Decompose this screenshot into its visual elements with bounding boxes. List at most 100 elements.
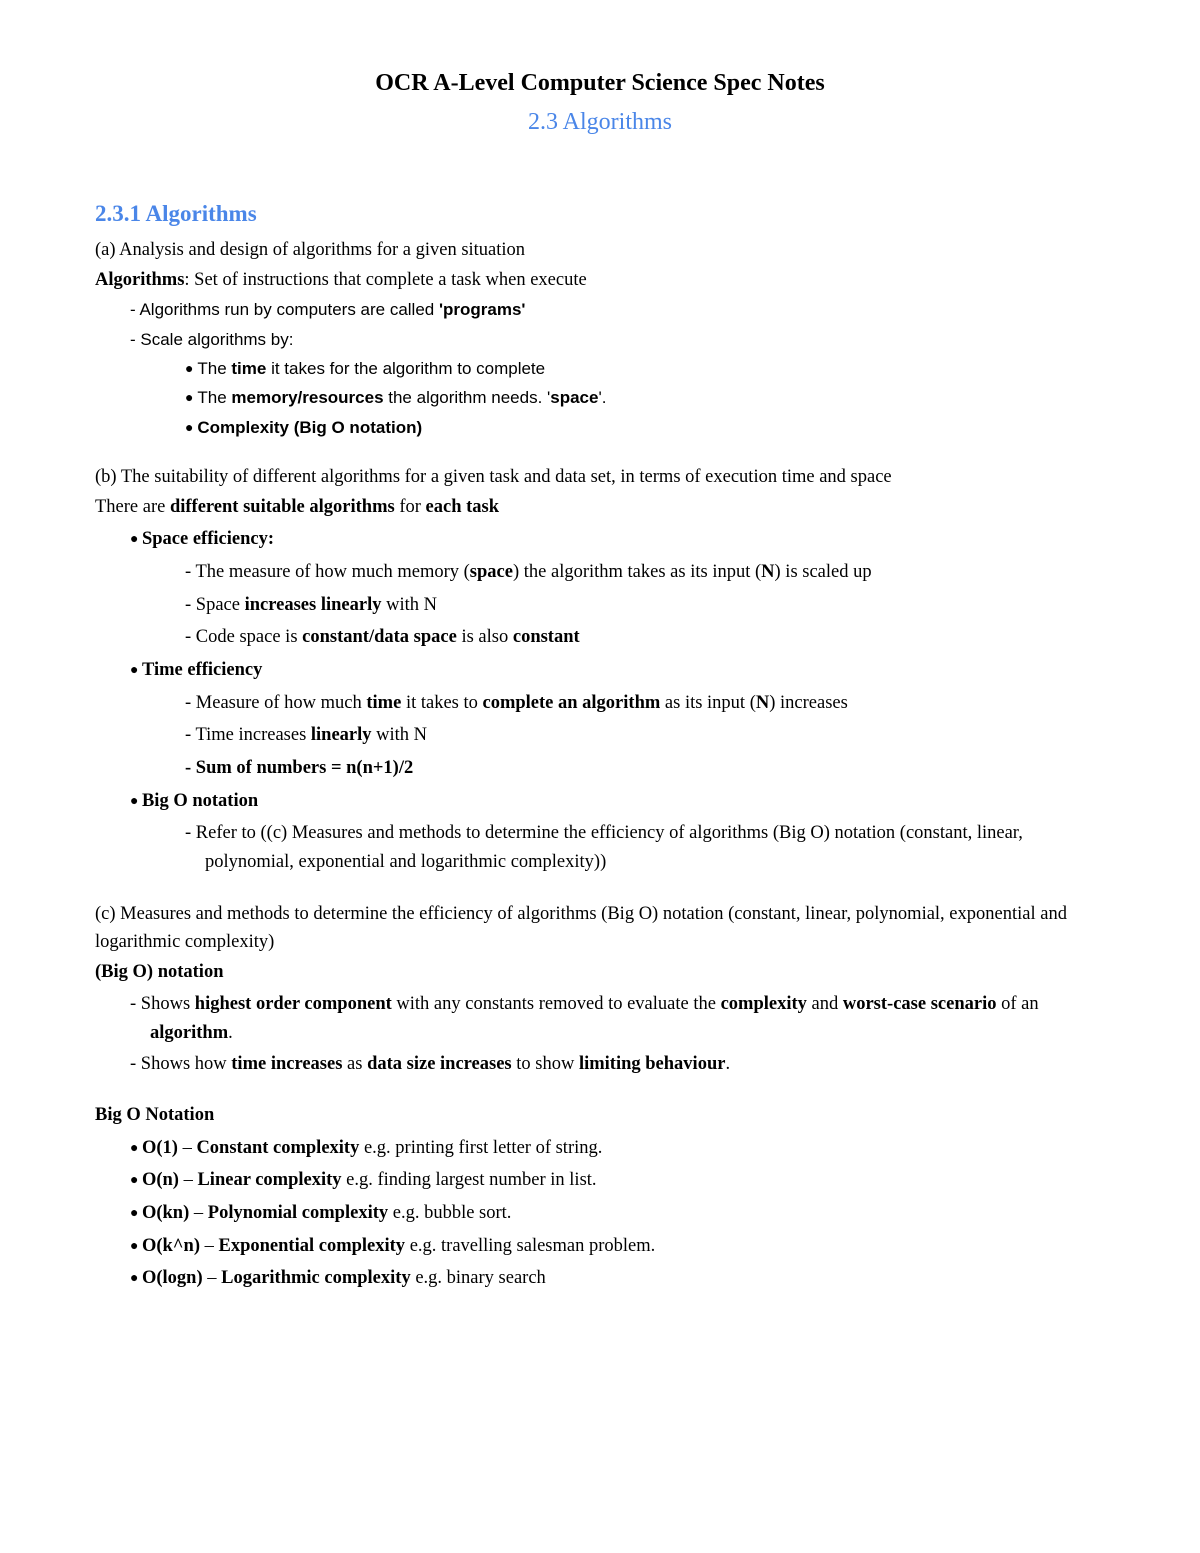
text: '.	[598, 388, 606, 407]
list-item: O(k^n) – Exponential complexity e.g. tra…	[95, 1232, 1105, 1261]
page-title: OCR A-Level Computer Science Spec Notes	[95, 65, 1105, 102]
text: There are	[95, 497, 170, 517]
text: Code space is	[196, 627, 302, 647]
para-a: (a) Analysis and design of algorithms fo…	[95, 236, 1105, 265]
list-item: Big O notation	[95, 787, 1105, 816]
bold: memory/resources	[231, 388, 383, 407]
separator: –	[179, 1170, 198, 1190]
list-item: Complexity (Big O notation)	[95, 415, 1105, 441]
text: it takes for the algorithm to complete	[266, 359, 545, 378]
list-item: Code space is constant/data space is als…	[95, 623, 1105, 652]
text: Shows how	[141, 1054, 231, 1074]
text: with any constants removed to evaluate t…	[392, 994, 721, 1014]
bold: each task	[426, 497, 500, 517]
intro-line: There are different suitable algorithms …	[95, 493, 1105, 522]
section-heading: 2.3.1 Algorithms	[95, 196, 1105, 232]
text: Space	[196, 595, 245, 615]
list-item: Sum of numbers = n(n+1)/2	[95, 754, 1105, 783]
bold: data size increases	[367, 1054, 512, 1074]
bold: limiting behaviour	[579, 1054, 725, 1074]
text: is also	[457, 627, 513, 647]
text: and	[807, 994, 843, 1014]
bold: constant	[513, 627, 580, 647]
separator: –	[200, 1236, 219, 1256]
text: Shows	[141, 994, 195, 1014]
list-item: O(logn) – Logarithmic complexity e.g. bi…	[95, 1264, 1105, 1293]
list-heading: Big O Notation	[95, 1101, 1105, 1130]
list-item: O(1) – Constant complexity e.g. printing…	[95, 1134, 1105, 1163]
separator: –	[178, 1138, 197, 1158]
text: ) the algorithm takes as its input (	[513, 562, 761, 582]
text: ) increases	[769, 693, 848, 713]
complexity-name: Constant complexity	[196, 1138, 359, 1158]
list-item: The memory/resources the algorithm needs…	[95, 385, 1105, 411]
bold: constant/data space	[302, 627, 457, 647]
example-text: e.g. travelling salesman problem.	[405, 1236, 655, 1256]
bold: N	[761, 562, 774, 582]
text: to show	[512, 1054, 579, 1074]
para-b: (b) The suitability of different algorit…	[95, 463, 1105, 492]
example-text: e.g. binary search	[411, 1268, 546, 1288]
text: with N	[381, 595, 437, 615]
text: for	[395, 497, 426, 517]
text: as its input (	[660, 693, 756, 713]
example-text: e.g. bubble sort.	[388, 1203, 511, 1223]
text: The	[197, 359, 231, 378]
list-item: Space increases linearly with N	[95, 591, 1105, 620]
bold: space	[550, 388, 598, 407]
list-item: O(kn) – Polynomial complexity e.g. bubbl…	[95, 1199, 1105, 1228]
separator: –	[189, 1203, 208, 1223]
text: Time increases	[195, 725, 310, 745]
text: Algorithms run by computers are called	[139, 300, 439, 319]
bold: space	[470, 562, 513, 582]
list-item: O(n) – Linear complexity e.g. finding la…	[95, 1166, 1105, 1195]
text: The measure of how much memory (	[195, 562, 469, 582]
complexity-name: Polynomial complexity	[208, 1203, 388, 1223]
list-item: Scale algorithms by:	[95, 327, 1105, 353]
complexity-name: Exponential complexity	[219, 1236, 406, 1256]
bold: N	[756, 693, 769, 713]
bold: algorithm	[150, 1023, 228, 1043]
bold: worst-case scenario	[843, 994, 997, 1014]
text: with N	[372, 725, 428, 745]
text: .	[725, 1054, 730, 1074]
text: it takes to	[401, 693, 482, 713]
bold: time	[366, 693, 401, 713]
list-item: Shows how time increases as data size in…	[95, 1050, 1105, 1079]
complexity-symbol: O(1)	[142, 1138, 178, 1158]
list-item: Time efficiency	[95, 656, 1105, 685]
list-item: Algorithms run by computers are called '…	[95, 297, 1105, 323]
complexity-name: Linear complexity	[197, 1170, 341, 1190]
bold: time	[231, 359, 266, 378]
def-text: : Set of instructions that complete a ta…	[184, 270, 586, 290]
definition-line: Algorithms: Set of instructions that com…	[95, 266, 1105, 295]
example-text: e.g. printing first letter of string.	[359, 1138, 602, 1158]
list-item: Space efficiency:	[95, 525, 1105, 554]
bold: complexity	[721, 994, 807, 1014]
bold: highest order component	[195, 994, 392, 1014]
bold: different suitable algorithms	[170, 497, 395, 517]
sub-heading: (Big O) notation	[95, 958, 1105, 987]
para-c: (c) Measures and methods to determine th…	[95, 900, 1105, 957]
separator: –	[203, 1268, 222, 1288]
complexity-symbol: O(logn)	[142, 1268, 203, 1288]
text: Measure of how much	[196, 693, 367, 713]
bold: 'programs'	[439, 300, 526, 319]
complexity-name: Logarithmic complexity	[221, 1268, 411, 1288]
text: of an	[996, 994, 1038, 1014]
text: .	[228, 1023, 233, 1043]
list-item: Time increases linearly with N	[95, 721, 1105, 750]
text: as	[342, 1054, 367, 1074]
list-item: The measure of how much memory (space) t…	[95, 558, 1105, 587]
complexity-symbol: O(k^n)	[142, 1236, 200, 1256]
text: ) is scaled up	[775, 562, 872, 582]
text: The	[197, 388, 231, 407]
example-text: e.g. finding largest number in list.	[342, 1170, 597, 1190]
text: the algorithm needs. '	[384, 388, 551, 407]
bold: time increases	[231, 1054, 342, 1074]
bold: linearly	[311, 725, 372, 745]
bold: increases linearly	[245, 595, 382, 615]
complexity-symbol: O(kn)	[142, 1203, 189, 1223]
def-term: Algorithms	[95, 270, 184, 290]
bold: complete an algorithm	[483, 693, 661, 713]
